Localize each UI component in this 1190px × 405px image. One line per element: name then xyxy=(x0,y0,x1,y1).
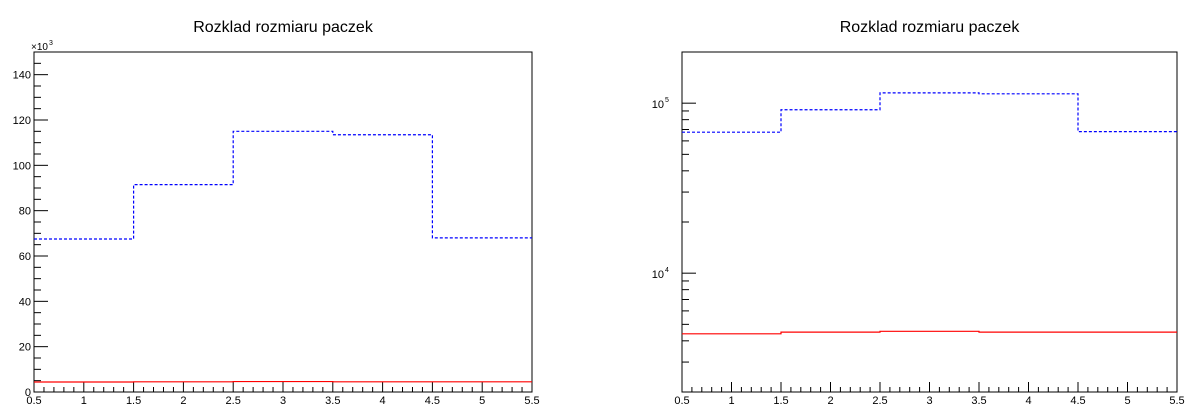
right-y-tick-label: 10 xyxy=(652,99,664,111)
right-x-tick-label: 2.5 xyxy=(872,395,887,405)
left-x-tick-label: 3.5 xyxy=(325,395,340,405)
left-x-tick-label: 2.5 xyxy=(226,395,241,405)
left-y-tick-label: 0 xyxy=(25,387,31,399)
right-chart-panel: Rozklad rozmiaru paczek 0.5 1 1.5 2 2.5 3 3.5 4… xyxy=(652,19,1185,405)
left-y-tick-label: 80 xyxy=(19,206,31,218)
right-series-blue-dashed xyxy=(682,92,1177,133)
left-x-tick-label: 0.5 xyxy=(26,395,41,405)
right-y-tick-label: 10 xyxy=(652,269,664,281)
left-x-tick-label: 5.5 xyxy=(524,395,539,405)
left-y-tick-label: 60 xyxy=(19,251,31,263)
right-series-red-solid xyxy=(682,330,1177,335)
left-plot-frame xyxy=(33,51,533,393)
left-chart-title: Rozklad rozmiaru paczek xyxy=(193,19,374,36)
right-y-tick-exponent: 4 xyxy=(665,267,669,274)
left-y-multiplier-exponent: 3 xyxy=(49,40,53,47)
right-x-tick-label: 3 xyxy=(926,395,932,405)
left-x-tick-label: 5 xyxy=(479,395,485,405)
left-x-tick-label: 2 xyxy=(180,395,186,405)
left-x-tick-label: 1.5 xyxy=(126,395,141,405)
left-x-tick-label: 4 xyxy=(380,395,386,405)
left-x-tick-label: 3 xyxy=(280,395,286,405)
left-y-multiplier-label: ×10 xyxy=(31,42,48,53)
right-x-tick-label: 5 xyxy=(1124,395,1130,405)
left-series-blue-dashed xyxy=(34,130,532,240)
left-chart-panel: Rozklad rozmiaru paczek 0.5 1 1.5 2 2.5 3 3.5 4… xyxy=(13,19,540,405)
right-chart-title: Rozklad rozmiaru paczek xyxy=(840,19,1021,36)
right-plot-frame xyxy=(681,51,1178,393)
right-x-tick-label: 2 xyxy=(827,395,833,405)
left-y-tick-label: 20 xyxy=(19,342,31,354)
left-y-tick-label: 40 xyxy=(19,296,31,308)
right-x-tick-label: 5.5 xyxy=(1169,395,1184,405)
right-x-tick-label: 0.5 xyxy=(674,395,689,405)
right-y-tick-exponent: 5 xyxy=(665,97,669,104)
right-x-tick-label: 4.5 xyxy=(1070,395,1085,405)
left-x-tick-label: 1 xyxy=(81,395,87,405)
left-y-tick-label: 140 xyxy=(13,70,31,82)
right-x-tick-label: 3.5 xyxy=(971,395,986,405)
right-x-tick-label: 4 xyxy=(1025,395,1031,405)
left-y-tick-label: 120 xyxy=(13,115,31,127)
left-y-tick-label: 100 xyxy=(13,160,31,172)
left-x-tick-label: 4.5 xyxy=(425,395,440,405)
right-x-tick-label: 1.5 xyxy=(773,395,788,405)
right-x-tick-label: 1 xyxy=(728,395,734,405)
